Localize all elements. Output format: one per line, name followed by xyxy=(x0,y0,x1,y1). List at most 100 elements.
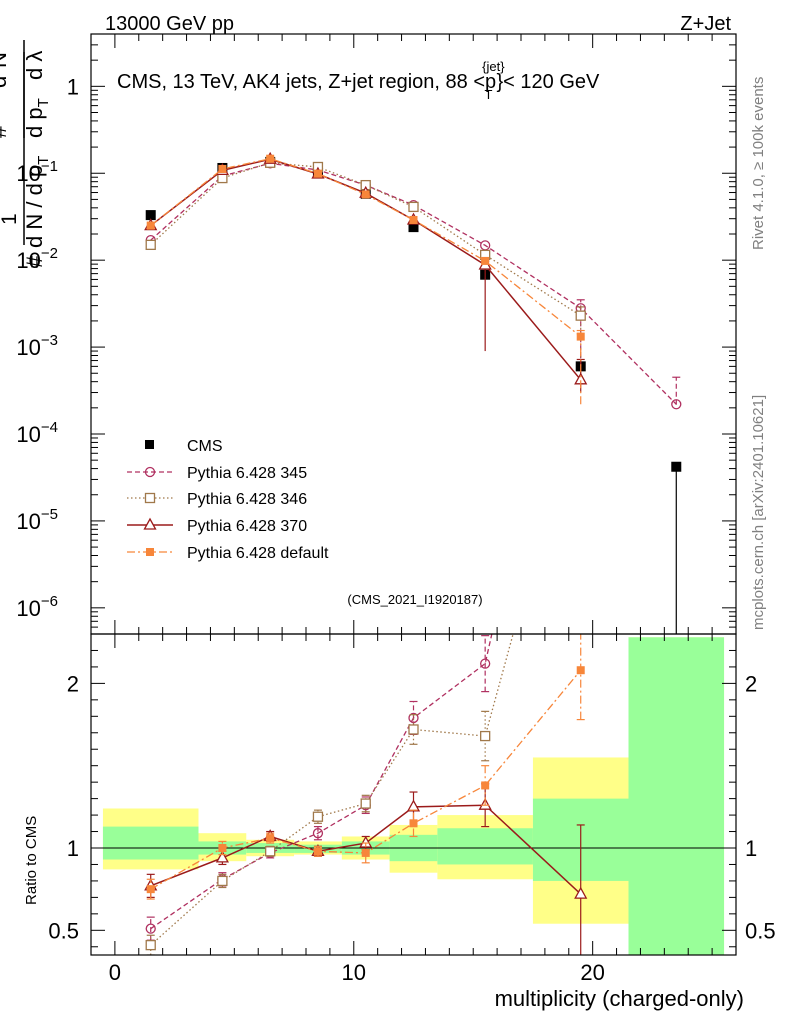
ratio-point-pdef-3 xyxy=(313,847,322,856)
header-channel: Z+Jet xyxy=(680,13,731,35)
y-axis-label-hash-2: # xyxy=(22,255,47,268)
ratio-band-inner-6 xyxy=(437,828,533,865)
data-point-p345-8 xyxy=(671,399,682,410)
ratio-point-pdef-2 xyxy=(266,834,275,843)
y-axis-label: # 1 d N / d pT # d2N d pT d λ xyxy=(0,40,52,268)
ratio-point-p345-5 xyxy=(408,712,419,724)
x-tick-label-0: 0 xyxy=(109,960,121,985)
data-point-pdef-5 xyxy=(409,215,418,224)
legend-entry-cms: CMS xyxy=(145,438,223,455)
ratio-series-group xyxy=(144,634,588,955)
ratio-point-p345-6 xyxy=(480,658,491,669)
legend-label-cms: CMS xyxy=(187,438,223,455)
header-process: 13000 GeV pp xyxy=(105,13,234,35)
analysis-watermark: (CMS_2021_I1920187) xyxy=(347,592,482,607)
ratio-axis-label: Ratio to CMS xyxy=(23,816,40,905)
data-point-pdef-1 xyxy=(218,164,227,173)
y-axis-label-dpt: d pT xyxy=(22,98,52,138)
data-point-p346-5 xyxy=(408,201,419,213)
x-tick-label-20: 20 xyxy=(580,960,604,985)
legend-entry-370: Pythia 6.428 370 xyxy=(127,517,307,535)
series-p345 xyxy=(145,158,682,410)
y-axis-label-hash-1: # xyxy=(0,125,11,138)
ratio-tick-label-2: 2 xyxy=(67,671,79,696)
ratio-line-pdef xyxy=(150,669,582,890)
ratio-point-pdef-0 xyxy=(146,885,155,894)
ratio-point-p346-5 xyxy=(408,724,419,735)
y-axis-label-one: 1 xyxy=(0,213,21,225)
ratio-point-p346-2 xyxy=(265,846,276,857)
data-point-pdef-0 xyxy=(146,221,155,230)
y-tick-label-5: 10−5 xyxy=(16,506,58,534)
ratio-point-p346-4 xyxy=(360,798,371,809)
data-series xyxy=(144,151,682,634)
ratio-point-p370-4 xyxy=(359,835,373,848)
legend-marker-345 xyxy=(144,466,156,478)
legend-label-default: Pythia 6.428 default xyxy=(187,545,329,562)
ratio-tick-label-0: 0.5 xyxy=(48,918,79,943)
x-axis-label: multiplicity (charged-only) xyxy=(495,986,744,1011)
main-plot-frame xyxy=(90,33,737,635)
ratio-line-p346 xyxy=(150,634,514,946)
ratio-band-inner-8 xyxy=(628,637,725,955)
legend-marker-346 xyxy=(144,492,156,504)
y-tick-label-0: 1 xyxy=(67,74,79,99)
series-cms xyxy=(145,156,682,634)
series-line-pdef xyxy=(150,158,582,338)
ratio-point-p370-7 xyxy=(574,886,588,899)
ratio-point-p346-3 xyxy=(312,811,324,822)
y-axis-label-d2n: d2N xyxy=(0,52,11,88)
legend-marker-default xyxy=(146,548,154,556)
legend: CMS Pythia 6.428 345 Pythia 6.428 346 Py… xyxy=(127,438,329,562)
ratio-tick-label-right-2: 2 xyxy=(745,671,757,696)
ratio-plot-frame xyxy=(90,633,737,956)
ratio-point-pdef-7 xyxy=(576,666,585,675)
series-line-p370 xyxy=(150,158,582,381)
ratio-point-p346-6 xyxy=(480,730,491,742)
ratio-tick-label-right-1: 1 xyxy=(745,836,757,861)
ratio-tick-label-right-0: 0.5 xyxy=(745,918,776,943)
ratio-line-p370 xyxy=(150,804,582,895)
y-tick-label-4: 10−4 xyxy=(16,419,58,447)
legend-entry-345: Pythia 6.428 345 xyxy=(127,465,307,482)
ratio-point-p370-5 xyxy=(406,799,421,812)
data-point-p346-7 xyxy=(575,310,586,321)
ratio-point-pdef-4 xyxy=(361,848,370,857)
ratio-band-inner-0 xyxy=(102,826,199,860)
data-point-pdef-4 xyxy=(361,190,370,199)
ratio-point-pdef-5 xyxy=(409,819,418,828)
ratio-point-p345-3 xyxy=(312,828,324,839)
data-point-pdef-6 xyxy=(481,256,490,265)
series-line-p345 xyxy=(150,162,677,405)
data-point-pdef-2 xyxy=(266,154,275,163)
ratio-point-p346-1 xyxy=(217,875,228,887)
y-axis-label-dndpt: d N / d pT xyxy=(22,156,52,248)
legend-marker-cms xyxy=(145,440,154,449)
data-point-pdef-7 xyxy=(576,332,585,341)
y-tick-label-6: 10−6 xyxy=(16,593,58,621)
plot-frames xyxy=(90,33,737,956)
legend-entry-default: Pythia 6.428 default xyxy=(127,545,329,562)
ratio-series-p346 xyxy=(145,634,514,955)
legend-label-346: Pythia 6.428 346 xyxy=(187,491,307,508)
x-tick-label-10: 10 xyxy=(342,960,366,985)
legend-marker-370 xyxy=(143,517,157,530)
data-point-pdef-3 xyxy=(313,169,322,178)
ratio-tick-label-1: 1 xyxy=(67,836,79,861)
data-point-cms-5 xyxy=(408,222,419,233)
data-point-cms-0 xyxy=(145,210,156,221)
ratio-series-pdef xyxy=(146,634,585,900)
rivet-version-label: Rivet 4.1.0, ≥ 100k events xyxy=(750,77,767,250)
y-tick-label-3: 10−3 xyxy=(16,332,58,360)
series-p370 xyxy=(144,151,588,393)
legend-entry-346: Pythia 6.428 346 xyxy=(127,491,307,508)
ratio-series xyxy=(144,634,588,955)
ratio-point-pdef-6 xyxy=(481,781,490,790)
data-point-p346-0 xyxy=(145,239,156,251)
series-pdef xyxy=(146,154,585,405)
plot-title: CMS, 13 TeV, AK4 jets, Z+jet region, 88 … xyxy=(117,59,600,102)
ratio-point-pdef-1 xyxy=(218,844,227,852)
ratio-point-p370-1 xyxy=(215,850,229,863)
